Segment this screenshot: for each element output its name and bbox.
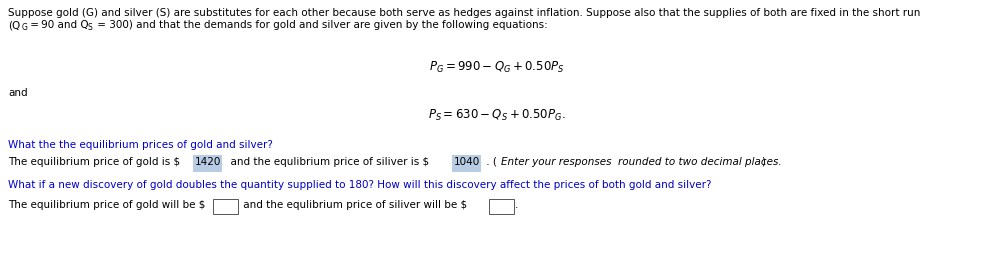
Text: S: S <box>88 23 92 32</box>
Text: The equilibrium price of gold will be $: The equilibrium price of gold will be $ <box>8 200 206 210</box>
Text: and: and <box>8 88 28 98</box>
Text: and the equlibrium price of siliver will be $: and the equlibrium price of siliver will… <box>240 200 467 210</box>
Text: (Q: (Q <box>8 20 20 30</box>
Text: and the equlibrium price of siliver is $: and the equlibrium price of siliver is $ <box>224 157 432 167</box>
FancyBboxPatch shape <box>489 199 514 214</box>
Text: 1420: 1420 <box>195 157 222 167</box>
Text: .: . <box>515 200 519 210</box>
FancyBboxPatch shape <box>452 155 481 172</box>
Text: $P_S = 630 - Q_S + 0.50P_G.$: $P_S = 630 - Q_S + 0.50P_G.$ <box>428 108 566 123</box>
Text: What if a new discovery of gold doubles the quantity supplied to 180? How will t: What if a new discovery of gold doubles … <box>8 180 712 190</box>
Text: G: G <box>22 23 28 32</box>
Text: . (: . ( <box>483 157 497 167</box>
FancyBboxPatch shape <box>213 199 238 214</box>
Text: Suppose gold (G) and silver (S) are substitutes for each other because both serv: Suppose gold (G) and silver (S) are subs… <box>8 8 920 18</box>
Text: $P_G = 990 - Q_G + 0.50P_S$: $P_G = 990 - Q_G + 0.50P_S$ <box>429 60 565 75</box>
Text: What the the equilibrium prices of gold and silver?: What the the equilibrium prices of gold … <box>8 140 273 150</box>
FancyBboxPatch shape <box>193 155 222 172</box>
Text: = 90 and Q: = 90 and Q <box>27 20 88 30</box>
Text: = 300) and that the demands for gold and silver are given by the following equat: = 300) and that the demands for gold and… <box>94 20 548 30</box>
Text: The equilibrium price of gold is $: The equilibrium price of gold is $ <box>8 157 183 167</box>
Text: ): ) <box>761 157 765 167</box>
Text: Enter your responses  rounded to two decimal places.: Enter your responses rounded to two deci… <box>501 157 781 167</box>
Text: 1040: 1040 <box>454 157 480 167</box>
